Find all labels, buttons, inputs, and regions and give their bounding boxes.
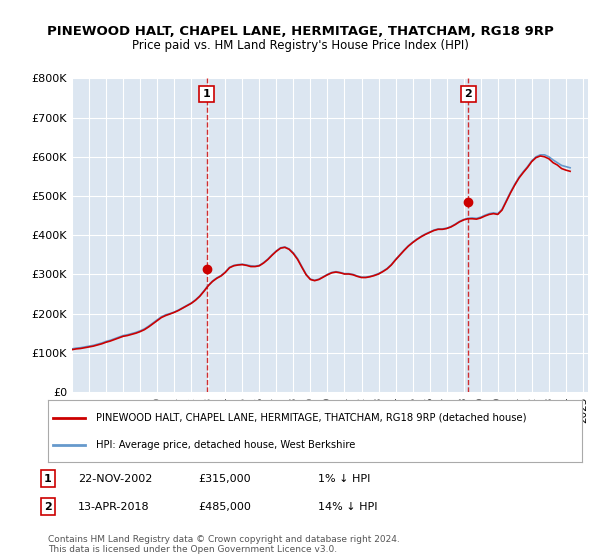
Text: 13-APR-2018: 13-APR-2018 (78, 502, 149, 512)
Text: £485,000: £485,000 (198, 502, 251, 512)
Text: Contains HM Land Registry data © Crown copyright and database right 2024.
This d: Contains HM Land Registry data © Crown c… (48, 535, 400, 554)
Text: £315,000: £315,000 (198, 474, 251, 484)
Text: PINEWOOD HALT, CHAPEL LANE, HERMITAGE, THATCHAM, RG18 9RP: PINEWOOD HALT, CHAPEL LANE, HERMITAGE, T… (47, 25, 553, 38)
Text: 14% ↓ HPI: 14% ↓ HPI (318, 502, 377, 512)
Text: 2: 2 (44, 502, 52, 512)
Text: HPI: Average price, detached house, West Berkshire: HPI: Average price, detached house, West… (96, 440, 355, 450)
Text: Price paid vs. HM Land Registry's House Price Index (HPI): Price paid vs. HM Land Registry's House … (131, 39, 469, 52)
Text: PINEWOOD HALT, CHAPEL LANE, HERMITAGE, THATCHAM, RG18 9RP (detached house): PINEWOOD HALT, CHAPEL LANE, HERMITAGE, T… (96, 413, 527, 423)
Text: 1% ↓ HPI: 1% ↓ HPI (318, 474, 370, 484)
Text: 22-NOV-2002: 22-NOV-2002 (78, 474, 152, 484)
Text: 1: 1 (44, 474, 52, 484)
Text: 2: 2 (464, 89, 472, 99)
Text: 1: 1 (203, 89, 211, 99)
